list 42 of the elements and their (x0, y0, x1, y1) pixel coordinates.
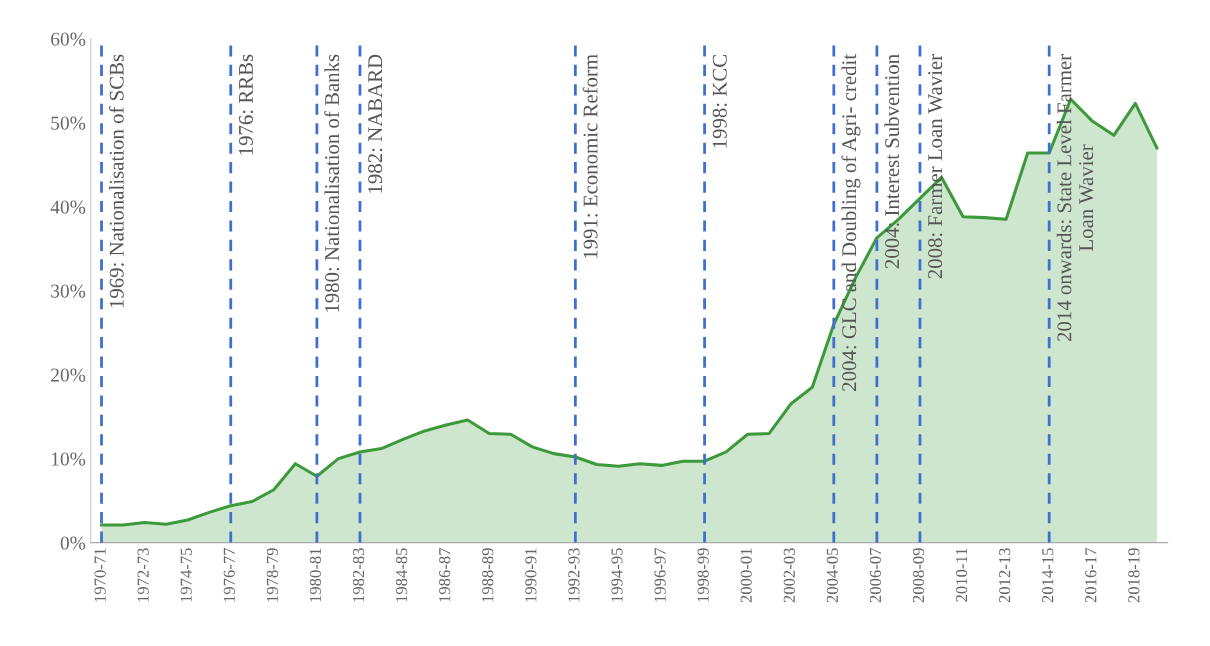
x-tick-label: 1970-71 (94, 548, 106, 602)
y-tick-label: 20% (51, 368, 86, 382)
ref-line-label: 1969: Nationalisation of SCBs (108, 54, 124, 308)
x-tick-label: 1980-81 (309, 548, 322, 602)
x-tick-label: 2016-17 (1085, 547, 1097, 603)
ref-line-label: 1982: NABARD (368, 54, 383, 193)
y-tick-label: 60% (51, 32, 86, 46)
ref-line-label: 1976: RRBs (238, 54, 254, 155)
x-tick-label: 1974-75 (180, 548, 192, 602)
x-tick-label: 2006-07 (869, 547, 882, 603)
x-tick-label: 2018-19 (1128, 548, 1140, 603)
x-tick-label: 1992-93 (568, 548, 580, 602)
x-tick-label: 1984-85 (395, 548, 408, 602)
y-tick-label: 40% (50, 200, 86, 214)
x-tick-label: 2012-13 (999, 548, 1011, 603)
y-tick-label: 30% (51, 284, 86, 298)
ref-line-label: 1998: KCC (712, 55, 727, 148)
x-tick-label: 2000-01 (740, 548, 752, 603)
x-tick-label: 2004-05 (826, 548, 838, 603)
y-tick-label: 10% (51, 452, 86, 466)
x-tick-label: 1982-83 (352, 548, 365, 602)
x-tick-label: 2008-09 (912, 548, 925, 603)
x-tick-label: 1972-73 (137, 548, 149, 602)
y-tick-label: 0% (60, 536, 86, 550)
x-tick-label: 1976-77 (223, 547, 235, 602)
ref-line-label: 2004: Interest Subvention (884, 54, 900, 269)
x-tick-label: 2010-11 (955, 548, 968, 602)
ref-line-label: 2014 onwards: State Level Farmer Loan Wavier (1056, 54, 1094, 342)
x-tick-label: 1994-95 (611, 548, 623, 602)
x-tick-label: 1996-97 (654, 547, 666, 602)
y-tick-label: 50% (51, 116, 86, 130)
x-tick-label: 1978-79 (266, 548, 278, 602)
x-tick-label: 2002-03 (783, 548, 795, 603)
ref-line-label: 1991: Economic Reform (582, 54, 598, 259)
x-tick-label: 1986-87 (439, 547, 451, 602)
x-tick-label: 2014-15 (1042, 548, 1054, 603)
ref-line-label: 2008: Farmer Loan Wavier (928, 54, 943, 279)
x-tick-label: 1998-99 (697, 548, 709, 602)
x-tick-label: 1988-89 (482, 548, 494, 602)
ref-line-label: 2004: GLC and Doubling of Agri- credit (841, 54, 861, 391)
x-tick-label: 1990-91 (525, 548, 537, 602)
ref-line-label: 1980: Nationalisation of Banks (324, 54, 340, 312)
